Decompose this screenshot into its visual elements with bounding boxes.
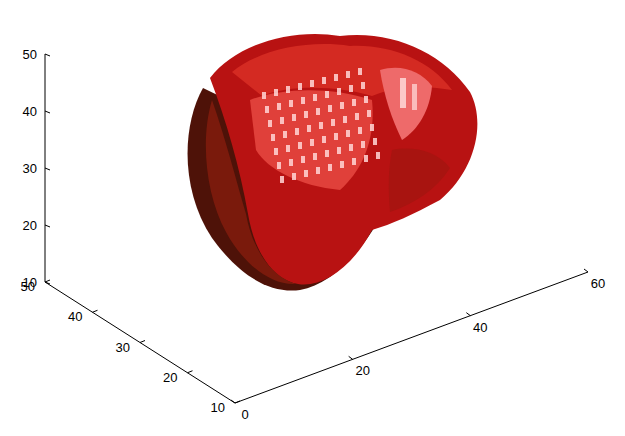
svg-text:30: 30 (23, 161, 37, 176)
svg-text:0: 0 (241, 407, 248, 422)
svg-text:60: 60 (591, 276, 605, 291)
svg-text:20: 20 (355, 363, 369, 378)
svg-text:40: 40 (68, 309, 82, 324)
svg-text:40: 40 (23, 104, 37, 119)
svg-text:10: 10 (211, 400, 225, 415)
svg-text:10: 10 (23, 275, 37, 290)
svg-text:50: 50 (23, 47, 37, 62)
svg-text:20: 20 (163, 370, 177, 385)
svg-text:40: 40 (473, 320, 487, 335)
svg-text:20: 20 (23, 218, 37, 233)
svg-text:30: 30 (116, 340, 130, 355)
